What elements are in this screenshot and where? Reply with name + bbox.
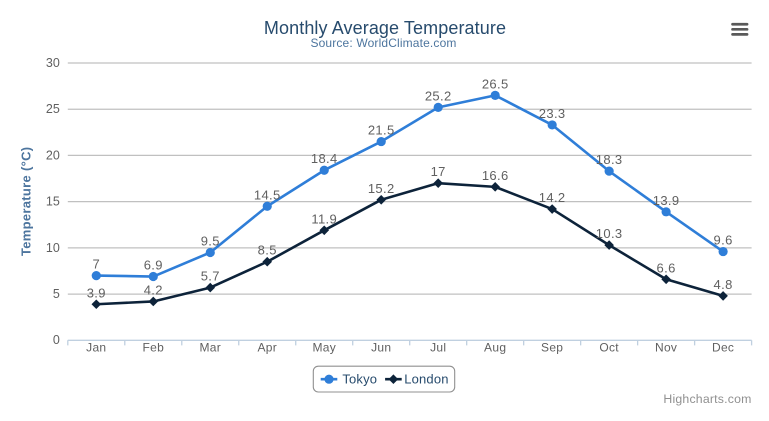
- svg-text:Apr: Apr: [257, 341, 277, 355]
- svg-text:30: 30: [46, 56, 60, 70]
- svg-text:Temperature (°C): Temperature (°C): [19, 147, 34, 256]
- svg-text:Highcharts.com: Highcharts.com: [663, 392, 751, 406]
- svg-text:9.6: 9.6: [714, 233, 733, 248]
- svg-text:Jul: Jul: [430, 341, 446, 355]
- svg-text:Feb: Feb: [142, 341, 164, 355]
- svg-text:Aug: Aug: [484, 341, 506, 355]
- svg-text:Monthly Average Temperature: Monthly Average Temperature: [264, 18, 506, 38]
- svg-text:0: 0: [53, 333, 60, 347]
- svg-text:17: 17: [431, 164, 446, 179]
- svg-text:8.5: 8.5: [258, 243, 277, 258]
- svg-text:18.3: 18.3: [596, 152, 623, 167]
- svg-text:7: 7: [92, 257, 100, 272]
- svg-text:11.9: 11.9: [311, 211, 337, 226]
- svg-text:London: London: [404, 371, 448, 386]
- svg-text:18.4: 18.4: [311, 151, 338, 166]
- svg-text:25: 25: [46, 102, 60, 116]
- svg-text:Jan: Jan: [86, 341, 106, 355]
- svg-text:4.8: 4.8: [714, 277, 733, 292]
- svg-text:6.9: 6.9: [144, 258, 163, 273]
- svg-text:5.7: 5.7: [201, 269, 220, 284]
- svg-text:6.6: 6.6: [657, 260, 676, 275]
- svg-text:Tokyo: Tokyo: [342, 371, 377, 386]
- svg-text:Oct: Oct: [599, 341, 619, 355]
- svg-text:21.5: 21.5: [368, 123, 395, 138]
- svg-text:26.5: 26.5: [482, 76, 509, 91]
- svg-text:16.6: 16.6: [482, 168, 509, 183]
- svg-text:May: May: [312, 341, 336, 355]
- svg-text:14.5: 14.5: [254, 187, 281, 202]
- svg-text:Source: WorldClimate.com: Source: WorldClimate.com: [310, 36, 456, 50]
- svg-text:Mar: Mar: [199, 341, 221, 355]
- svg-text:10.3: 10.3: [596, 226, 623, 241]
- svg-text:25.2: 25.2: [425, 88, 452, 103]
- svg-text:14.2: 14.2: [539, 190, 566, 205]
- svg-text:Dec: Dec: [712, 341, 734, 355]
- svg-text:23.3: 23.3: [539, 106, 566, 121]
- svg-text:15: 15: [46, 195, 60, 209]
- svg-text:20: 20: [46, 148, 60, 162]
- svg-text:13.9: 13.9: [653, 193, 680, 208]
- svg-text:9.5: 9.5: [201, 233, 220, 248]
- svg-text:Sep: Sep: [541, 341, 563, 355]
- svg-text:3.9: 3.9: [87, 285, 106, 300]
- svg-text:5: 5: [53, 287, 60, 301]
- svg-text:10: 10: [46, 241, 60, 255]
- svg-text:Nov: Nov: [655, 341, 677, 355]
- svg-text:4.2: 4.2: [144, 282, 163, 297]
- svg-text:15.2: 15.2: [368, 181, 395, 196]
- svg-text:Jun: Jun: [371, 341, 391, 355]
